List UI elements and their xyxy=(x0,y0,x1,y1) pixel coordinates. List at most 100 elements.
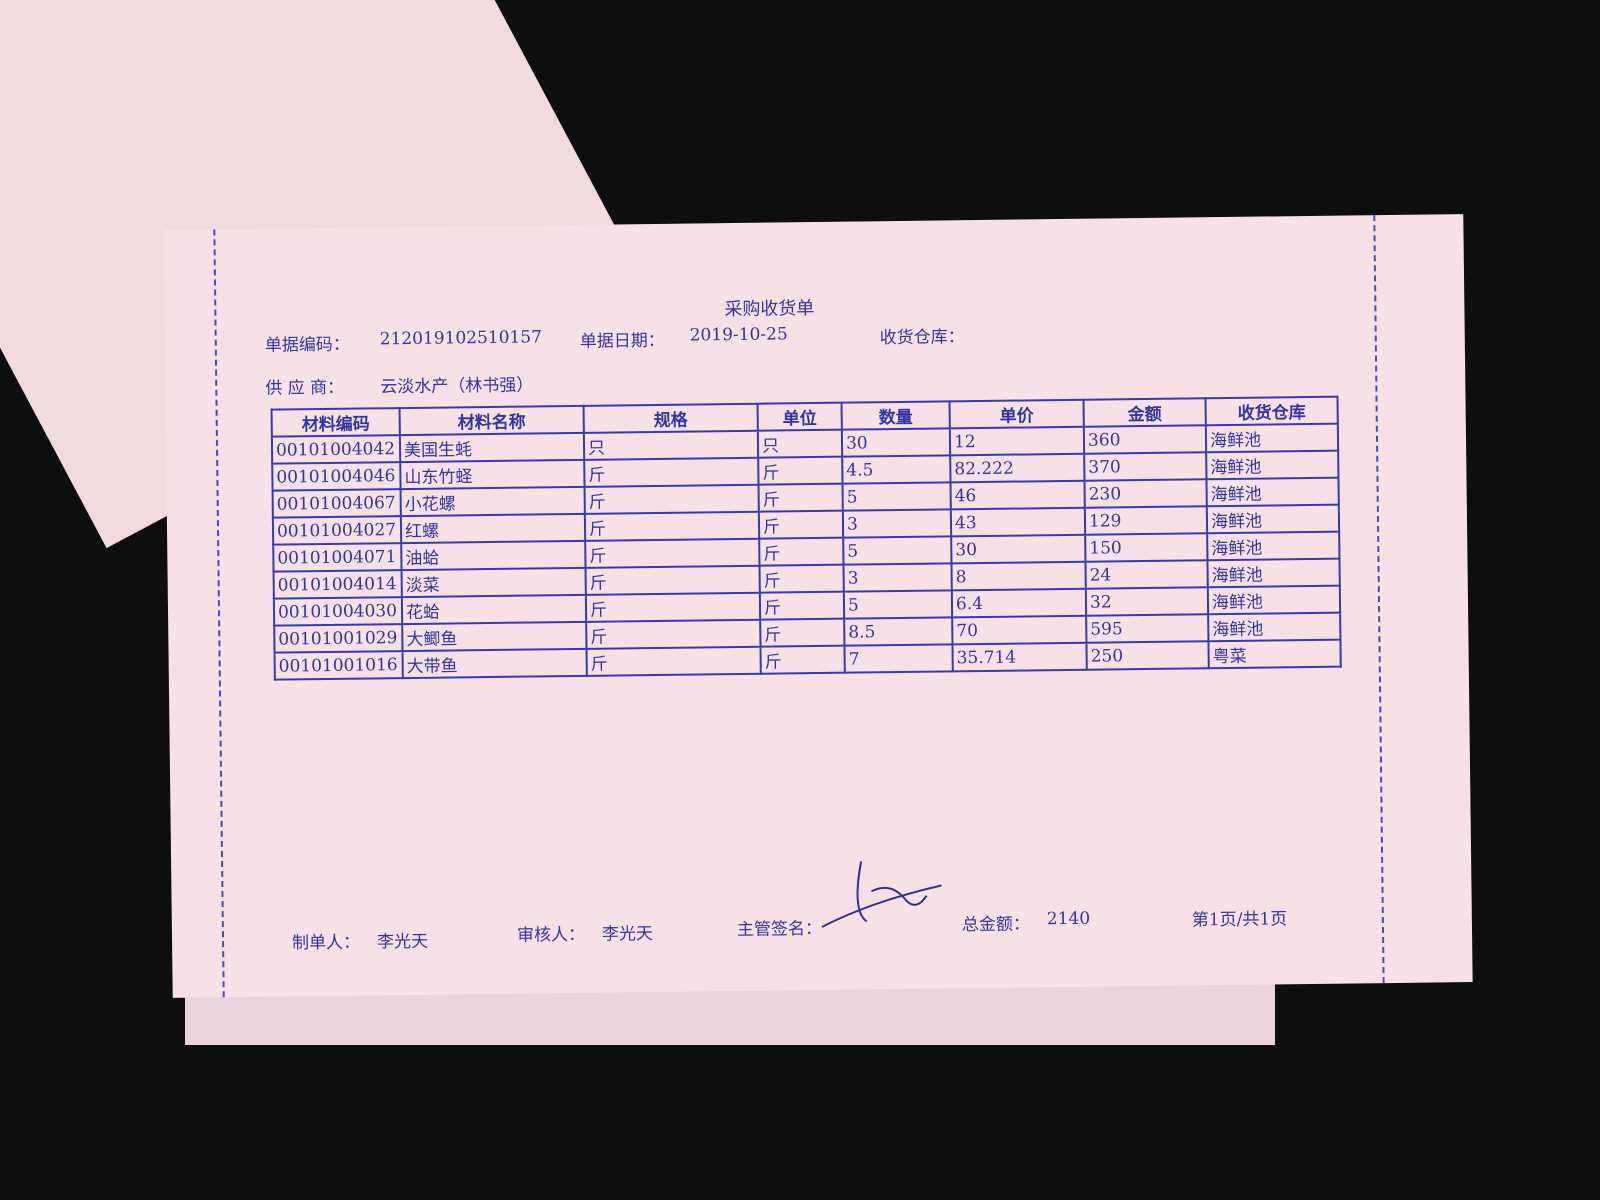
cell: 5 xyxy=(843,536,952,565)
cell: 43 xyxy=(950,507,1086,537)
cell: 32 xyxy=(1085,587,1209,616)
reviewer: 李光天 xyxy=(601,924,654,945)
cell: 35.714 xyxy=(952,642,1087,672)
column-header: 收货仓库 xyxy=(1205,396,1338,426)
cell: 150 xyxy=(1085,533,1208,562)
cell: 小花螺 xyxy=(400,486,585,517)
cell: 6.4 xyxy=(951,588,1087,618)
cell: 24 xyxy=(1085,560,1208,589)
cell: 129 xyxy=(1084,506,1208,535)
items-table: 材料编码 材料名称 规格 单位 数量 单价 金额 收货仓库 00101004042 美国生蚝只只… xyxy=(271,396,1342,681)
cell: 海鲜池 xyxy=(1207,585,1341,615)
cell: 海鲜池 xyxy=(1207,531,1340,561)
cell: 5 xyxy=(842,482,951,511)
cell: 花蛤 xyxy=(401,594,587,625)
signature xyxy=(821,861,942,928)
perforation xyxy=(1373,215,1385,984)
cell: 00101004042 xyxy=(271,435,401,464)
cell: 30 xyxy=(951,534,1086,564)
cell: 5 xyxy=(843,590,953,619)
doc-no: 212019102510157 xyxy=(379,327,543,350)
cell: 斤 xyxy=(586,646,761,676)
label: 主管签名： xyxy=(736,918,823,941)
cell: 230 xyxy=(1084,479,1207,508)
date: 2019-10-25 xyxy=(689,324,788,346)
cell: 斤 xyxy=(759,591,845,620)
cell: 海鲜池 xyxy=(1207,558,1340,588)
cell: 淡菜 xyxy=(401,567,586,598)
cell: 山东竹蛏 xyxy=(400,459,585,490)
cell: 46 xyxy=(950,480,1085,510)
column-header: 单位 xyxy=(757,402,842,431)
cell: 3 xyxy=(842,509,952,538)
cell: 12 xyxy=(949,426,1085,456)
cell: 海鲜池 xyxy=(1206,477,1339,507)
cell: 斤 xyxy=(758,483,843,512)
total: 2140 xyxy=(1046,908,1091,930)
cell: 00101001029 xyxy=(274,624,403,653)
cell: 斤 xyxy=(759,537,844,566)
cell: 大鲫鱼 xyxy=(402,621,587,652)
cell: 00101001016 xyxy=(274,651,403,680)
page-number: 第1页/共1页 xyxy=(1191,909,1288,931)
label: 收货仓库： xyxy=(879,327,965,349)
label: 审核人： xyxy=(516,924,586,946)
cell: 海鲜池 xyxy=(1208,612,1341,642)
cell: 斤 xyxy=(759,564,844,593)
maker: 李光天 xyxy=(376,931,429,953)
cell: 595 xyxy=(1086,614,1209,643)
cell: 250 xyxy=(1086,641,1209,670)
label: 供 应 商： xyxy=(265,377,345,399)
cell: 00101004046 xyxy=(272,462,401,491)
cell: 斤 xyxy=(586,619,761,649)
cell: 00101004067 xyxy=(272,489,401,518)
cell: 红螺 xyxy=(400,513,586,544)
cell: 只 xyxy=(757,429,843,458)
cell: 海鲜池 xyxy=(1206,450,1339,480)
cell: 斤 xyxy=(760,645,845,674)
column-header: 金额 xyxy=(1083,398,1206,427)
column-header: 规格 xyxy=(583,403,758,433)
label: 单据日期： xyxy=(579,330,665,352)
cell: 30 xyxy=(841,428,951,457)
column-header: 数量 xyxy=(841,401,950,430)
cell: 大带鱼 xyxy=(402,648,587,679)
cell: 斤 xyxy=(584,511,760,541)
cell: 斤 xyxy=(585,565,760,595)
cell: 海鲜池 xyxy=(1206,504,1340,534)
cell: 70 xyxy=(952,615,1087,645)
supplier: 云淡水产（林书强） xyxy=(380,375,534,398)
cell: 海鲜池 xyxy=(1205,423,1339,453)
cell: 斤 xyxy=(585,592,761,622)
title: 采购收货单 xyxy=(724,298,815,321)
cell: 8 xyxy=(951,561,1086,591)
cell: 斤 xyxy=(584,484,759,514)
label: 总金额： xyxy=(961,914,1031,936)
cell: 00101004027 xyxy=(272,516,402,545)
cell: 00101004014 xyxy=(273,570,402,599)
cell: 斤 xyxy=(760,618,845,647)
cell: 00101004030 xyxy=(273,597,403,626)
column-header: 单价 xyxy=(949,399,1084,429)
cell: 只 xyxy=(583,430,759,460)
receipt: 采购收货单 单据编码： 212019102510157 单据日期： 2019-1… xyxy=(163,214,1473,998)
label: 单据编码： xyxy=(264,334,350,356)
cell: 油蛤 xyxy=(401,540,586,571)
perforation xyxy=(213,229,225,998)
label: 制单人： xyxy=(291,932,361,954)
cell: 82.222 xyxy=(950,453,1085,483)
cell: 美国生蚝 xyxy=(399,432,585,463)
cell: 360 xyxy=(1083,425,1207,454)
cell: 斤 xyxy=(758,456,843,485)
cell: 8.5 xyxy=(844,617,953,646)
column-header: 材料名称 xyxy=(399,405,584,436)
cell: 粤菜 xyxy=(1208,639,1341,669)
cell: 370 xyxy=(1084,452,1207,481)
cell: 00101004071 xyxy=(273,543,402,572)
cell: 4.5 xyxy=(842,455,951,484)
cell: 斤 xyxy=(585,538,760,568)
column-header: 材料编码 xyxy=(271,408,400,437)
cell: 斤 xyxy=(758,510,844,539)
cell: 3 xyxy=(843,563,952,592)
